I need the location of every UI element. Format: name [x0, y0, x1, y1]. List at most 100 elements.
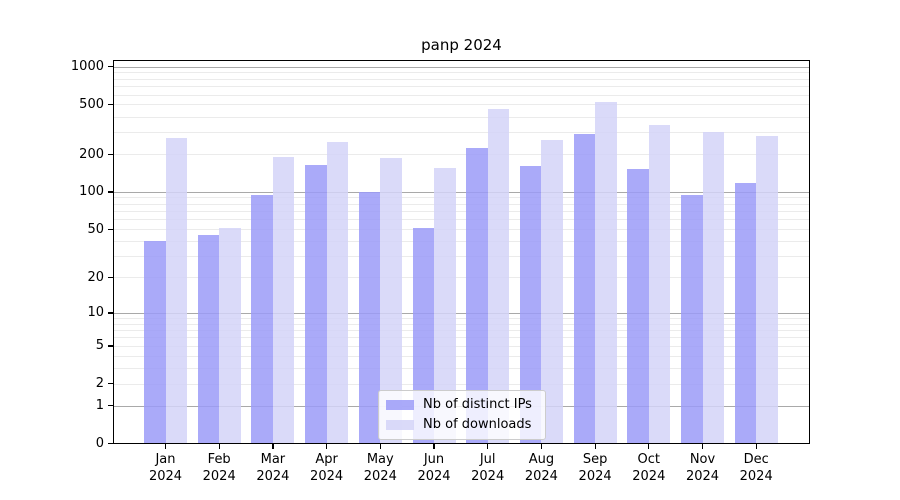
- bar-distinct-ips-feb: [197, 234, 220, 444]
- axes-frame: [113, 60, 810, 444]
- bar-downloads-nov: [702, 132, 724, 444]
- legend-label-downloads: Nb of downloads: [423, 417, 532, 432]
- x-tick-label: Oct 2024: [632, 451, 666, 484]
- gridline-minor: [114, 211, 809, 212]
- gridline-minor: [114, 116, 809, 118]
- y-tick-label: 500: [79, 96, 104, 112]
- x-tick: [594, 443, 596, 449]
- bar-downloads-oct: [648, 124, 671, 444]
- x-tick-label: Apr 2024: [310, 451, 344, 484]
- gridline-minor: [114, 383, 809, 385]
- y-tick-label: 200: [79, 146, 104, 162]
- gridline-minor: [114, 154, 809, 156]
- y-tick: [108, 276, 113, 279]
- y-tick: [108, 228, 113, 230]
- x-tick: [379, 443, 381, 449]
- x-tick-label: Aug 2024: [524, 451, 558, 484]
- legend-item-downloads: Nb of downloads: [386, 418, 535, 432]
- x-tick: [272, 443, 274, 449]
- y-tick: [108, 153, 113, 156]
- bar-distinct-ips-aug: [519, 165, 542, 444]
- x-tick-label: May 2024: [363, 451, 397, 484]
- y-tick: [108, 345, 113, 347]
- gridline-major: [114, 312, 809, 314]
- bar-distinct-ips-jul: [466, 147, 488, 444]
- x-tick: [540, 443, 543, 449]
- bar-distinct-ips-jun: [412, 228, 434, 444]
- bar-downloads-dec: [756, 135, 778, 444]
- bar-distinct-ips-apr: [305, 165, 327, 444]
- x-tick-label: Feb 2024: [202, 451, 236, 484]
- y-tick-label: 50: [87, 221, 104, 237]
- gridline-minor: [114, 323, 809, 325]
- legend-label-distinct-ips: Nb of distinct IPs: [423, 397, 532, 412]
- y-tick: [108, 191, 113, 193]
- chart-title: panp 2024: [421, 36, 502, 54]
- bar-downloads-may: [380, 157, 402, 444]
- gridline-minor: [114, 197, 809, 199]
- y-tick: [108, 312, 113, 314]
- x-tick: [218, 443, 220, 449]
- legend-swatch-downloads: [386, 420, 414, 430]
- bar-distinct-ips-jan: [144, 240, 166, 444]
- legend-swatch-distinct-ips: [386, 400, 414, 410]
- x-tick: [648, 443, 650, 449]
- gridline-minor: [114, 277, 809, 279]
- gridline-minor: [114, 132, 809, 134]
- gridline-minor: [114, 330, 809, 332]
- legend-item-distinct-ips: Nb of distinct IPs: [386, 398, 535, 412]
- bar-distinct-ips-mar: [251, 194, 273, 444]
- gridline-minor: [114, 229, 809, 231]
- gridline-minor: [114, 94, 809, 96]
- bar-distinct-ips-sep: [573, 134, 596, 444]
- gridline-major: [114, 191, 809, 193]
- bar-downloads-jan: [165, 137, 187, 444]
- y-tick-label: 1: [95, 398, 104, 414]
- gridline-minor: [114, 367, 809, 369]
- x-tick: [755, 443, 757, 449]
- y-tick: [108, 66, 113, 68]
- y-tick: [108, 103, 113, 106]
- bar-downloads-jun: [434, 168, 456, 444]
- gridline-minor: [114, 256, 809, 258]
- x-tick-label: Jun 2024: [417, 451, 451, 484]
- y-tick-label: 2: [95, 376, 104, 392]
- gridline-minor: [114, 345, 809, 347]
- x-tick-label: Dec 2024: [739, 451, 773, 484]
- y-tick: [108, 383, 113, 385]
- bar-distinct-ips-oct: [627, 169, 649, 444]
- x-tick-label: Sep 2024: [578, 451, 612, 484]
- gridline-minor: [114, 78, 809, 80]
- bar-downloads-sep: [595, 101, 617, 444]
- gridline-minor: [114, 355, 809, 357]
- y-tick-label: 20: [87, 269, 104, 285]
- x-tick: [701, 443, 704, 449]
- gridline-minor: [114, 317, 809, 319]
- bar-downloads-aug: [541, 140, 563, 444]
- bar-downloads-mar: [272, 157, 295, 444]
- gridline-minor: [114, 72, 809, 74]
- y-tick-label: 0: [95, 436, 104, 451]
- gridline-minor: [114, 219, 809, 221]
- gridline-minor: [114, 86, 809, 88]
- x-tick: [326, 443, 328, 449]
- bar-distinct-ips-may: [358, 191, 381, 444]
- y-tick-label: 5: [95, 338, 104, 354]
- x-tick: [164, 443, 167, 449]
- x-tick-label: Jan 2024: [148, 451, 183, 484]
- gridline-minor: [114, 337, 809, 339]
- bar-downloads-apr: [326, 142, 349, 444]
- gridline-minor: [114, 240, 809, 242]
- gridline-major: [114, 66, 809, 68]
- legend: Nb of distinct IPs Nb of downloads: [378, 390, 546, 440]
- y-tick-label: 100: [79, 184, 104, 200]
- y-tick-label: 1000: [70, 59, 104, 75]
- bar-distinct-ips-nov: [681, 195, 703, 444]
- x-tick: [487, 443, 489, 449]
- x-tick-label: Jul 2024: [471, 451, 505, 484]
- x-tick: [433, 443, 435, 449]
- gridline-minor: [114, 203, 809, 205]
- gridline-minor: [114, 104, 809, 106]
- x-tick-label: Nov 2024: [685, 451, 720, 484]
